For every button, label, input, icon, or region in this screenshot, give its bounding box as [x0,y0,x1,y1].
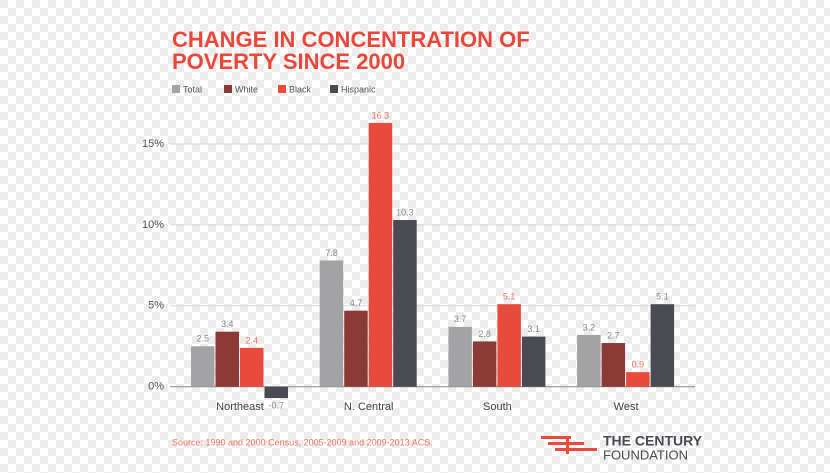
legend-label: Hispanic [341,84,376,94]
value-label: 3.4 [221,319,234,329]
bar [240,347,264,387]
x-tick-label: N. Central [344,401,394,413]
bar [577,334,601,387]
source-note: Source: 1990 and 2000 Census, 2005-2009 … [172,437,433,447]
value-label: 2.7 [607,330,620,340]
bar [191,346,215,387]
logo-stripe [541,436,571,439]
value-label: -0.7 [268,400,284,410]
bar [521,336,546,387]
x-tick-label: South [483,401,512,413]
bar [601,343,626,387]
y-tick-label: 15% [142,138,164,150]
value-label: 16.3 [372,110,390,120]
legend-label: White [235,84,258,94]
value-label: 5.1 [656,292,669,302]
legend-swatch [278,85,286,93]
value-label: 5.1 [503,292,516,302]
legend-swatch [224,85,232,93]
value-label: 2.8 [478,329,491,339]
value-label: 4.7 [350,298,363,308]
value-label: 0.9 [632,360,645,370]
logo-stripe [555,448,597,451]
bar [497,304,521,387]
chart-title: CHANGE IN CONCENTRATION OF [172,27,530,52]
value-label: 2.5 [196,334,209,344]
bar [393,220,417,387]
legend-swatch [172,85,180,93]
y-tick-label: 5% [148,300,164,312]
x-tick-label: West [614,401,639,413]
brand-name: THE CENTURY [603,433,703,449]
brand-logo: THE CENTURY FOUNDATION [541,433,703,462]
chart-title: POVERTY SINCE 2000 [172,49,405,74]
bar [650,304,675,387]
legend-label: Total [183,84,202,94]
value-label: 3.2 [583,322,596,332]
bar [319,260,344,387]
bar [472,341,497,387]
bar [368,122,393,387]
value-label: 7.8 [325,248,338,258]
legend-label: Black [289,84,312,94]
y-tick-label: 0% [148,381,164,393]
bar [626,372,650,387]
bar [344,310,368,387]
logo-stripe [566,436,569,454]
value-label: 3.7 [454,314,467,324]
bar [264,386,288,399]
value-label: 3.1 [527,324,540,334]
y-tick-label: 10% [142,219,164,231]
legend-swatch [330,85,338,93]
bar [215,331,239,387]
value-label: 10.3 [396,207,414,217]
bar [448,326,472,387]
value-label: 2.4 [245,335,258,345]
x-tick-label: Northeast [216,401,264,413]
brand-name: FOUNDATION [603,447,688,462]
